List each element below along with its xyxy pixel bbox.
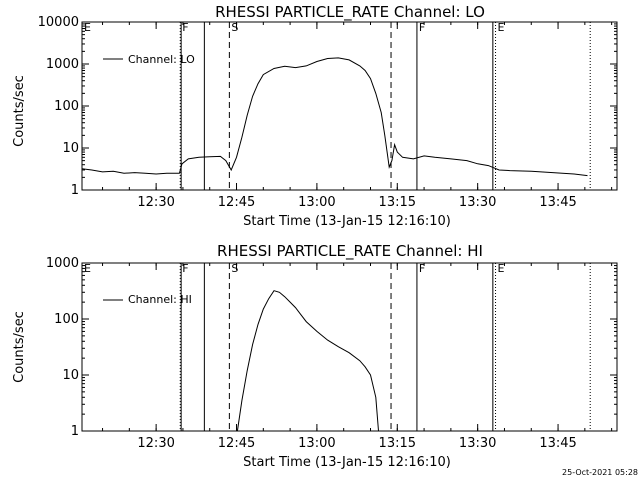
chart-lo-ytick-label: 10000 xyxy=(38,15,79,30)
chart-hi-xtick-label: 13:30 xyxy=(459,436,496,451)
chart-hi-ylabel: Counts/sec xyxy=(12,311,27,383)
chart-hi-xtick-label: 13:45 xyxy=(539,436,576,451)
chart-hi-series-line xyxy=(236,290,379,432)
chart-lo-ytick-label: 1000 xyxy=(46,57,79,72)
chart-lo-title: RHESSI PARTICLE_RATE Channel: LO xyxy=(215,3,485,22)
chart-lo-marker-label: F xyxy=(419,21,425,34)
chart-lo-ytick-label: 10 xyxy=(62,141,79,156)
chart-hi-title: RHESSI PARTICLE_RATE Channel: HI xyxy=(217,242,483,261)
chart-lo-xtick-label: 13:00 xyxy=(298,195,335,210)
chart-hi-marker-label: E xyxy=(498,262,505,275)
chart-hi-xtick-label: 12:30 xyxy=(137,436,174,451)
chart-lo-xlabel: Start Time (13-Jan-15 12:16:10) xyxy=(243,214,451,229)
chart-lo-ytick-label: 1 xyxy=(71,183,79,198)
chart-lo-xtick-label: 13:15 xyxy=(379,195,416,210)
chart-lo-series-line xyxy=(81,57,588,177)
chart-lo-plot-frame xyxy=(81,21,618,191)
chart-lo-legend-label: Channel: LO xyxy=(128,53,195,66)
chart-hi-xtick-label: 13:15 xyxy=(379,436,416,451)
chart-lo-ytick-label: 100 xyxy=(54,99,79,114)
chart-hi-marker-label: S xyxy=(231,262,238,275)
chart-hi-plot-frame xyxy=(81,262,618,432)
chart-lo-ylabel: Counts/sec xyxy=(12,75,27,147)
chart-lo-xtick-label: 12:30 xyxy=(137,195,174,210)
chart-hi-ytick-label: 1 xyxy=(71,424,79,439)
chart-hi-marker-label: E xyxy=(84,262,91,275)
chart-lo-xtick-label: 13:30 xyxy=(459,195,496,210)
chart-hi-marker-label: F xyxy=(419,262,425,275)
chart-hi-ytick-label: 100 xyxy=(54,312,79,327)
footer-timestamp: 25-Oct-2021 05:28 xyxy=(562,468,638,477)
chart-lo-marker-label: E xyxy=(84,21,91,34)
chart-hi: RHESSI PARTICLE_RATE Channel: HI Counts/… xyxy=(12,242,618,470)
chart-hi-marker-label: F xyxy=(182,262,188,275)
chart-lo-marker-label: S xyxy=(231,21,238,34)
chart-lo-marker-label: E xyxy=(498,21,505,34)
chart-hi-ytick-label: 1000 xyxy=(46,256,79,271)
chart-lo-xtick-label: 12:45 xyxy=(218,195,255,210)
chart-lo-marker-label: F xyxy=(182,21,188,34)
chart-lo-xtick-label: 13:45 xyxy=(539,195,576,210)
chart-lo: RHESSI PARTICLE_RATE Channel: LO Counts/… xyxy=(12,3,618,229)
chart-hi-xlabel: Start Time (13-Jan-15 12:16:10) xyxy=(243,455,451,470)
chart-hi-ytick-label: 10 xyxy=(62,368,79,383)
chart-hi-xtick-label: 13:00 xyxy=(298,436,335,451)
chart-hi-legend-label: Channel: HI xyxy=(128,293,192,306)
chart-hi-xtick-label: 12:45 xyxy=(218,436,255,451)
